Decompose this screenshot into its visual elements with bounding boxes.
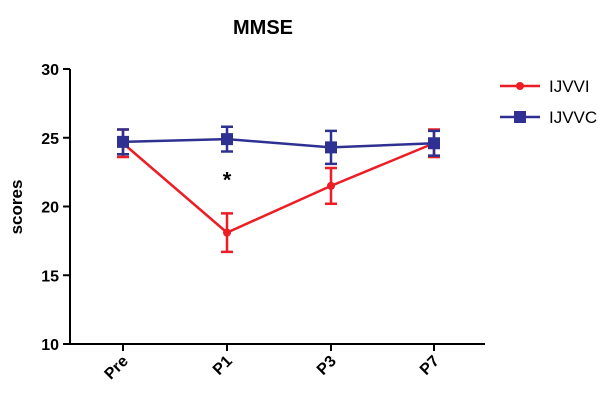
data-point-circle [223, 228, 231, 237]
series-line-ijvvc [122, 137, 435, 149]
x-tick-label: P7 [417, 353, 443, 379]
legend-marker-circle [516, 82, 524, 90]
legend-item-ijvvi: IJVVI [500, 77, 590, 96]
series-ijvvc [117, 125, 440, 166]
y-axis-label: scores [7, 180, 26, 235]
legend: IJVVI IJVVC [500, 77, 597, 127]
data-point-square [221, 133, 233, 146]
plot-area: * [117, 125, 440, 254]
chart-title: MMSE [233, 17, 293, 39]
legend-label-ijvvi: IJVVI [549, 77, 590, 96]
data-point-circle [327, 181, 335, 190]
legend-marker-square [514, 111, 526, 123]
series-ijvvi [117, 128, 440, 254]
data-point-square [428, 137, 440, 150]
data-point-square [117, 135, 129, 148]
legend-label-ijvvc: IJVVC [549, 108, 597, 127]
x-tick-label: Pre [102, 353, 132, 383]
x-tick-label: P3 [314, 353, 340, 379]
y-tick-label: 30 [41, 62, 59, 79]
axes: 10 15 20 25 30 Pre P1 P3 P7 [41, 62, 485, 383]
y-tick-label: 25 [41, 131, 59, 148]
y-tick-label: 15 [41, 268, 59, 285]
y-tick-label: 20 [41, 200, 59, 217]
legend-item-ijvvc: IJVVC [500, 108, 597, 127]
significance-asterisk: * [223, 168, 232, 193]
y-tick-label: 10 [41, 337, 59, 354]
x-tick-label: P1 [210, 353, 236, 379]
series-line-ijvvi [122, 142, 435, 235]
data-point-square [325, 141, 337, 154]
